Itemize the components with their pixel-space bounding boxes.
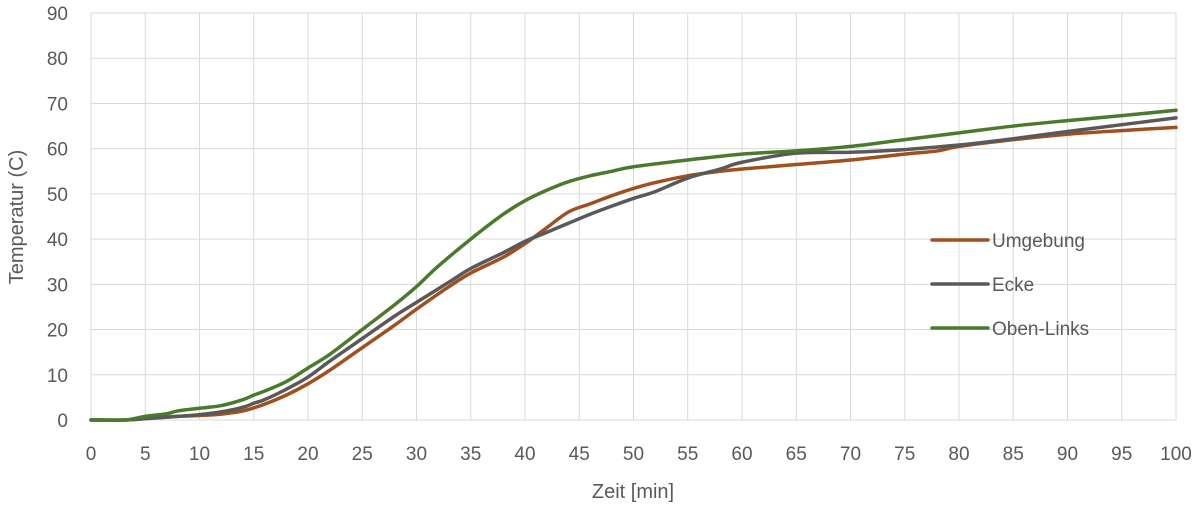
y-tick-label: 40 — [47, 230, 68, 251]
x-tick-label: 40 — [514, 444, 535, 465]
x-tick-label: 50 — [623, 444, 644, 465]
x-tick-label: 95 — [1111, 444, 1132, 465]
series-line-oben-links — [89, 108, 1178, 422]
legend-label-umgebung: Umgebung — [992, 231, 1085, 252]
series-line-ecke — [89, 116, 1178, 422]
y-tick-label: 10 — [47, 366, 68, 387]
y-axis-title: Temperatur (C) — [6, 150, 28, 284]
y-tick-label: 0 — [57, 411, 68, 432]
x-tick-label: 80 — [948, 444, 969, 465]
x-axis-tick-labels: 0 5 10 15 20 25 30 35 40 45 50 55 60 65 70 75 80 85 90 95 10… — [86, 444, 1192, 465]
x-tick-label: 0 — [86, 444, 97, 465]
x-tick-label: 20 — [297, 444, 318, 465]
x-tick-label: 100 — [1160, 444, 1192, 465]
x-tick-label: 30 — [406, 444, 427, 465]
x-tick-label: 15 — [243, 444, 264, 465]
x-tick-label: 65 — [786, 444, 807, 465]
y-tick-label: 90 — [47, 4, 68, 25]
x-tick-label: 35 — [460, 444, 481, 465]
x-tick-label: 75 — [894, 444, 915, 465]
x-tick-label: 45 — [569, 444, 590, 465]
y-tick-label: 50 — [47, 185, 68, 206]
x-tick-label: 70 — [840, 444, 861, 465]
x-tick-label: 10 — [189, 444, 210, 465]
y-tick-label: 80 — [47, 49, 68, 70]
x-tick-label: 85 — [1003, 444, 1024, 465]
legend-label-oben-links: Oben-Links — [992, 319, 1089, 340]
legend: Umgebung Ecke Oben-Links — [930, 231, 1089, 340]
x-tick-label: 90 — [1057, 444, 1078, 465]
y-tick-label: 70 — [47, 94, 68, 115]
y-tick-label: 30 — [47, 275, 68, 296]
x-tick-label: 5 — [140, 444, 151, 465]
x-tick-label: 60 — [731, 444, 752, 465]
x-tick-label: 25 — [352, 444, 373, 465]
legend-label-ecke: Ecke — [992, 275, 1034, 296]
y-tick-label: 20 — [47, 321, 68, 342]
x-tick-label: 55 — [677, 444, 698, 465]
y-tick-label: 60 — [47, 140, 68, 161]
x-axis-title: Zeit [min] — [592, 481, 674, 503]
y-axis-tick-labels: 0 10 20 30 40 50 60 70 80 90 — [47, 4, 68, 432]
series-lines — [89, 108, 1178, 422]
grid-lines — [90, 12, 1177, 421]
